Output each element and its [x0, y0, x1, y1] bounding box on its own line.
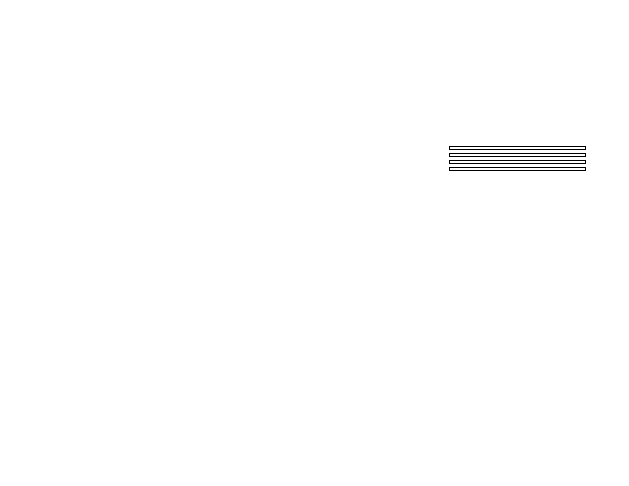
indices-panel: [449, 146, 586, 174]
hodograph: [448, 17, 578, 129]
indices-most-unstable-box: [449, 160, 586, 164]
indices-hodograph-box: [449, 167, 586, 171]
chart-legend: [118, 31, 323, 33]
indices-surface-box: [449, 153, 586, 157]
indices-summary-box: [449, 146, 586, 150]
